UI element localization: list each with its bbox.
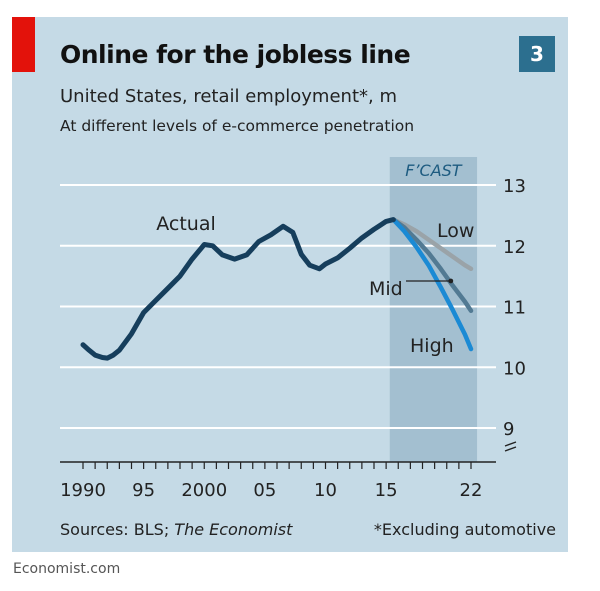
x-tick-label-1995: 95 [132,480,155,501]
series-lines [80,217,474,361]
series-line-actual [80,217,396,361]
brand-tag [12,17,35,72]
chart-subtitle-secondary: At different levels of e-commerce penetr… [60,117,415,135]
publisher-credit: Economist.com [13,561,121,577]
x-axis: 1990 95 2000 05 10 15 22 [60,441,517,501]
chart-subtitle: United States, retail employment*, m [60,86,397,107]
chart-title: Online for the jobless line [60,40,411,69]
forecast-label: F’CAST [405,161,463,180]
x-tick-label-2010: 10 [314,480,337,501]
chart-number-badge: 3 [519,36,555,72]
axis-break-icon [504,441,517,452]
annotations: F’CAST Actual Low Mid High [156,161,474,357]
sources-note: Sources: BLS; The Economist [60,520,292,539]
x-tick-label-1990: 1990 [60,480,106,501]
sources-prefix: Sources: BLS; [60,520,175,539]
series-line-high [391,217,474,352]
series-line-mid [391,217,474,314]
x-tick-label-2022: 22 [460,480,483,501]
y-tick-label-13: 13 [503,176,526,197]
x-tick-label-2000: 2000 [181,480,227,501]
y-tick-label-9: 9 [503,419,514,440]
y-tick-label-12: 12 [503,237,526,258]
footnote: *Excluding automotive [373,520,556,539]
annotation-low: Low [437,220,474,242]
annotation-high: High [410,335,454,357]
mid-leader-dot [448,278,454,284]
annotation-mid: Mid [369,278,403,300]
x-tick-label-2015: 15 [375,480,398,501]
sources-italic: The Economist [174,520,293,539]
annotation-actual: Actual [156,213,216,235]
forecast-band [389,157,478,462]
y-tick-label-10: 10 [503,358,526,379]
series-line-low [391,217,474,272]
y-axis: 9 10 11 12 13 [503,176,526,440]
x-tick-label-2005: 05 [253,480,276,501]
y-tick-label-11: 11 [503,298,526,319]
